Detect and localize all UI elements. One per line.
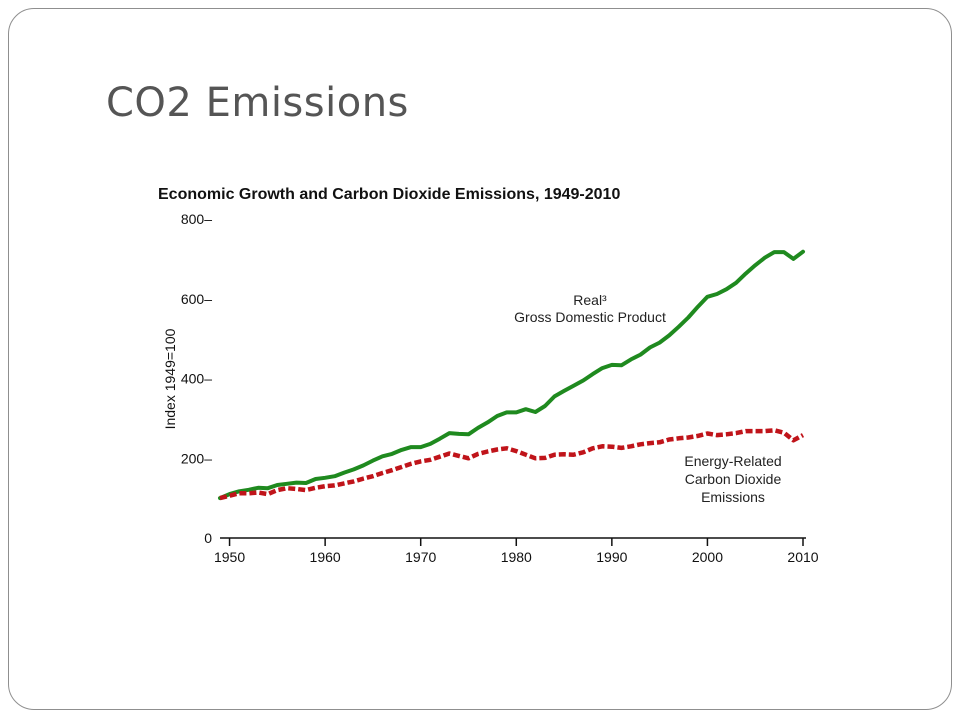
annotation-line: Emissions	[701, 489, 765, 505]
x-tick-label: 1970	[405, 549, 436, 565]
x-tick-label: 2000	[692, 549, 723, 565]
slide-frame	[8, 8, 952, 710]
co2-annotation: Energy-Related Carbon Dioxide Emissions	[684, 453, 781, 505]
x-tick-label: 2010	[787, 549, 818, 565]
y-tick-label: 200–	[181, 450, 212, 466]
co2-series-line	[219, 428, 805, 501]
y-axis-label: Index 1949=100	[162, 328, 178, 429]
x-tick-label: 1980	[501, 549, 532, 565]
y-tick-label: 600–	[181, 291, 212, 307]
chart-title: Economic Growth and Carbon Dioxide Emiss…	[158, 186, 620, 203]
y-tick-label: 0	[204, 530, 212, 546]
annotation-line: Carbon Dioxide	[685, 471, 782, 487]
annotation-line: Real³	[573, 292, 607, 308]
slide-title: CO2 Emissions	[106, 80, 409, 126]
y-tick-label: 800–	[181, 211, 212, 227]
y-tick-label: 400–	[181, 371, 212, 387]
series-layer	[218, 249, 805, 501]
x-tick-label: 1990	[596, 549, 627, 565]
annotation-line: Gross Domestic Product	[514, 309, 666, 325]
gdp-annotation: Real³ Gross Domestic Product	[514, 292, 666, 325]
gdp-series-line	[218, 249, 805, 501]
x-tick-label: 1950	[214, 549, 245, 565]
annotations: Real³ Gross Domestic Product Energy-Relate…	[514, 292, 782, 505]
x-tick-label: 1960	[310, 549, 341, 565]
annotation-line: Energy-Related	[684, 453, 781, 469]
axes: 0 200– 400– 600– 800– 1950 1960 1970 1980 1990 200…	[181, 211, 819, 565]
